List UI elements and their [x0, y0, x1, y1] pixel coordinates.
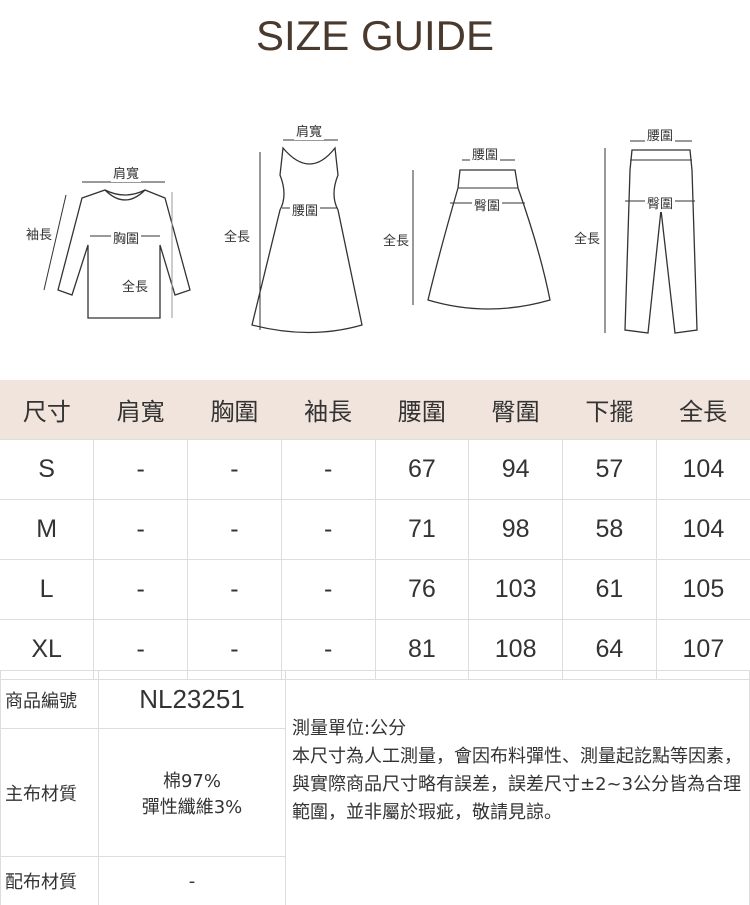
size-cell: 98: [468, 499, 563, 560]
sub-fabric-label: 配布材質: [0, 856, 99, 905]
header-length: 全長: [656, 380, 750, 440]
header-chest: 胸圍: [187, 380, 282, 440]
label-top-chest: 胸圍: [111, 228, 142, 247]
size-cell: 67: [374, 439, 470, 500]
label-pants-hip: 臀圍: [645, 193, 676, 212]
label-dress-shoulder: 肩寬: [294, 121, 325, 140]
disclaimer: 本尺寸為人工測量，會因布料彈性、測量起訖點等因素，與實際商品尺寸略有誤差，誤差尺…: [292, 746, 742, 823]
main-fabric-line-2: 彈性纖維3%: [141, 796, 243, 818]
size-cell: 107: [655, 619, 750, 680]
size-cell: 108: [468, 619, 563, 680]
header-size: 尺寸: [0, 380, 94, 440]
garment-illustrations: [43, 139, 698, 334]
label-skirt-hip: 臀圍: [472, 195, 503, 214]
label-top-length: 全長: [120, 276, 151, 295]
size-cell: -: [187, 619, 282, 680]
size-row: L - - -76 103 61 105: [0, 559, 750, 620]
label-dress-waist: 腰圍: [290, 200, 321, 219]
size-cell: -: [93, 559, 188, 620]
measurement-note: 測量單位:公分 本尺寸為人工測量，會因布料彈性、測量起訖點等因素，與實際商品尺寸…: [285, 670, 750, 905]
header-hip: 臀圍: [468, 380, 563, 440]
size-cell: -: [280, 499, 376, 560]
product-info-table: 商品編號 NL23251 測量單位:公分 本尺寸為人工測量，會因布料彈性、測量起…: [0, 670, 750, 905]
label-skirt-waist: 腰圍: [470, 144, 501, 163]
size-cell: S: [0, 439, 95, 500]
size-cell: -: [187, 499, 282, 560]
header-waist: 腰圍: [375, 380, 469, 440]
size-cell: -: [280, 439, 376, 500]
size-cell: -: [93, 499, 188, 560]
size-table-header: 尺寸 肩寬 胸圍 袖長 腰圍 臀圍 下擺 全長: [0, 380, 750, 440]
size-cell: 104: [655, 499, 750, 560]
size-row: M - - -71 98 58 104: [0, 499, 750, 560]
label-pants-waist: 腰圍: [645, 125, 676, 144]
size-table: 尺寸 肩寬 胸圍 袖長 腰圍 臀圍 下擺 全長 S - - -67 94 57 104 M - -…: [0, 380, 750, 680]
size-cell: -: [187, 439, 282, 500]
size-cell: L: [0, 559, 95, 620]
size-cell: 64: [562, 619, 657, 680]
size-cell: M: [0, 499, 95, 560]
size-cell: 103: [468, 559, 563, 620]
size-cell: 76: [374, 559, 470, 620]
unit-note: 測量單位:公分: [292, 718, 407, 739]
label-top-sleeve: 袖長: [24, 224, 55, 243]
size-cell: -: [187, 559, 282, 620]
size-cell: 104: [655, 439, 750, 500]
label-skirt-length: 全長: [381, 230, 412, 249]
top-illustration: [43, 181, 191, 319]
size-cell: -: [93, 439, 188, 500]
size-cell: 94: [468, 439, 563, 500]
size-row: S - - -67 94 57 104: [0, 439, 750, 500]
size-cell: 61: [562, 559, 657, 620]
main-fabric-label: 主布材質: [0, 728, 99, 857]
product-no: NL23251: [98, 670, 286, 729]
size-cell: 58: [562, 499, 657, 560]
label-top-shoulder: 肩寬: [111, 163, 142, 182]
product-no-label: 商品編號: [0, 670, 99, 729]
size-cell: -: [280, 559, 376, 620]
size-cell: 71: [374, 499, 470, 560]
main-fabric-line-1: 棉97%: [162, 770, 221, 792]
dress-illustration: [251, 139, 363, 334]
pants-illustration: [604, 140, 698, 334]
sub-fabric: -: [98, 856, 286, 905]
main-fabric: 棉97% 彈性纖維3%: [98, 728, 286, 857]
header-sleeve: 袖長: [281, 380, 375, 440]
label-dress-length: 全長: [222, 226, 253, 245]
page-title: SIZE GUIDE: [255, 12, 495, 59]
size-cell: 57: [562, 439, 657, 500]
label-pants-length: 全長: [572, 228, 603, 247]
size-cell: XL: [0, 619, 95, 680]
header-shoulder: 肩寬: [93, 380, 188, 440]
header-hem: 下擺: [562, 380, 657, 440]
size-cell: 105: [655, 559, 750, 620]
size-cell: 81: [374, 619, 470, 680]
skirt-illustration: [412, 159, 551, 310]
